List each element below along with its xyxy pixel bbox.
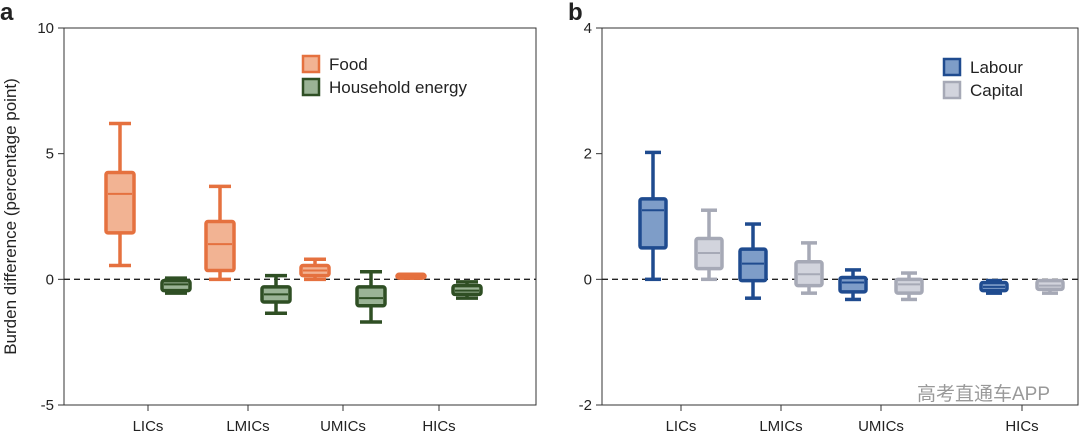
legend-swatch xyxy=(942,57,962,77)
y-tick-label: 10 xyxy=(37,20,54,37)
panel-letter: b xyxy=(568,0,583,26)
y-tick-label: -5 xyxy=(41,397,54,414)
box-food-hics xyxy=(395,272,427,280)
box-labour-umics xyxy=(838,268,868,302)
box-iqr xyxy=(738,247,768,283)
box-iqr xyxy=(204,219,236,273)
box-food-umics xyxy=(299,257,331,282)
category-label: UMICs xyxy=(320,418,366,434)
box-iqr xyxy=(838,275,868,294)
box-labour-hics xyxy=(979,278,1009,295)
legend-label: Household energy xyxy=(329,78,467,97)
y-tick-label: 0 xyxy=(584,271,592,288)
box-labour-lics xyxy=(638,150,668,282)
box-household-energy-hics xyxy=(451,280,483,300)
legend-label: Food xyxy=(329,55,368,74)
box-labour-lmics xyxy=(738,222,768,300)
category-label: LMICs xyxy=(759,418,802,434)
box-iqr xyxy=(894,277,924,295)
box-household-energy-umics xyxy=(355,270,387,324)
box-iqr xyxy=(638,197,668,250)
category-label: LICs xyxy=(666,418,697,434)
panel-letter: a xyxy=(0,0,14,26)
box-capital-lics xyxy=(694,208,724,282)
legend-label: Labour xyxy=(970,58,1023,77)
box-household-energy-lmics xyxy=(260,273,292,316)
category-label: HICs xyxy=(422,418,455,434)
legend-swatch xyxy=(301,54,321,74)
category-label: LMICs xyxy=(226,418,269,434)
box-capital-lmics xyxy=(794,241,824,295)
legend-swatch xyxy=(301,77,321,97)
box-household-energy-lics xyxy=(160,276,192,295)
box-food-lics xyxy=(104,121,136,268)
legend-label: Capital xyxy=(970,81,1023,100)
y-tick-label: 2 xyxy=(584,146,592,163)
box-iqr xyxy=(104,170,136,235)
y-tick-label: -2 xyxy=(579,397,592,414)
chart-panel-b: b -2 0 2 4 LICs LMICs UMICs HICs Labour Capital xyxy=(568,0,1079,434)
legend-swatch xyxy=(942,80,962,100)
y-tick-label: 0 xyxy=(46,271,54,288)
plot-frame xyxy=(601,27,1079,406)
category-label: LICs xyxy=(133,418,164,434)
box-food-lmics xyxy=(204,184,236,282)
watermark-text: 高考直通车APP xyxy=(917,383,1050,405)
y-tick-label: 5 xyxy=(46,146,54,163)
box-iqr xyxy=(160,278,192,293)
y-axis-title: Burden difference (percentage point) xyxy=(1,78,20,355)
y-tick-label: 4 xyxy=(584,20,592,37)
box-capital-hics xyxy=(1035,278,1065,295)
box-iqr xyxy=(355,285,387,308)
category-label: UMICs xyxy=(858,418,904,434)
chart-panel-a: a -5 0 5 10 LICs LMICs UMICs HICs Burden differen… xyxy=(0,0,537,434)
box-capital-umics xyxy=(894,271,924,302)
category-label: HICs xyxy=(1005,418,1038,434)
plot-frame xyxy=(63,27,537,406)
